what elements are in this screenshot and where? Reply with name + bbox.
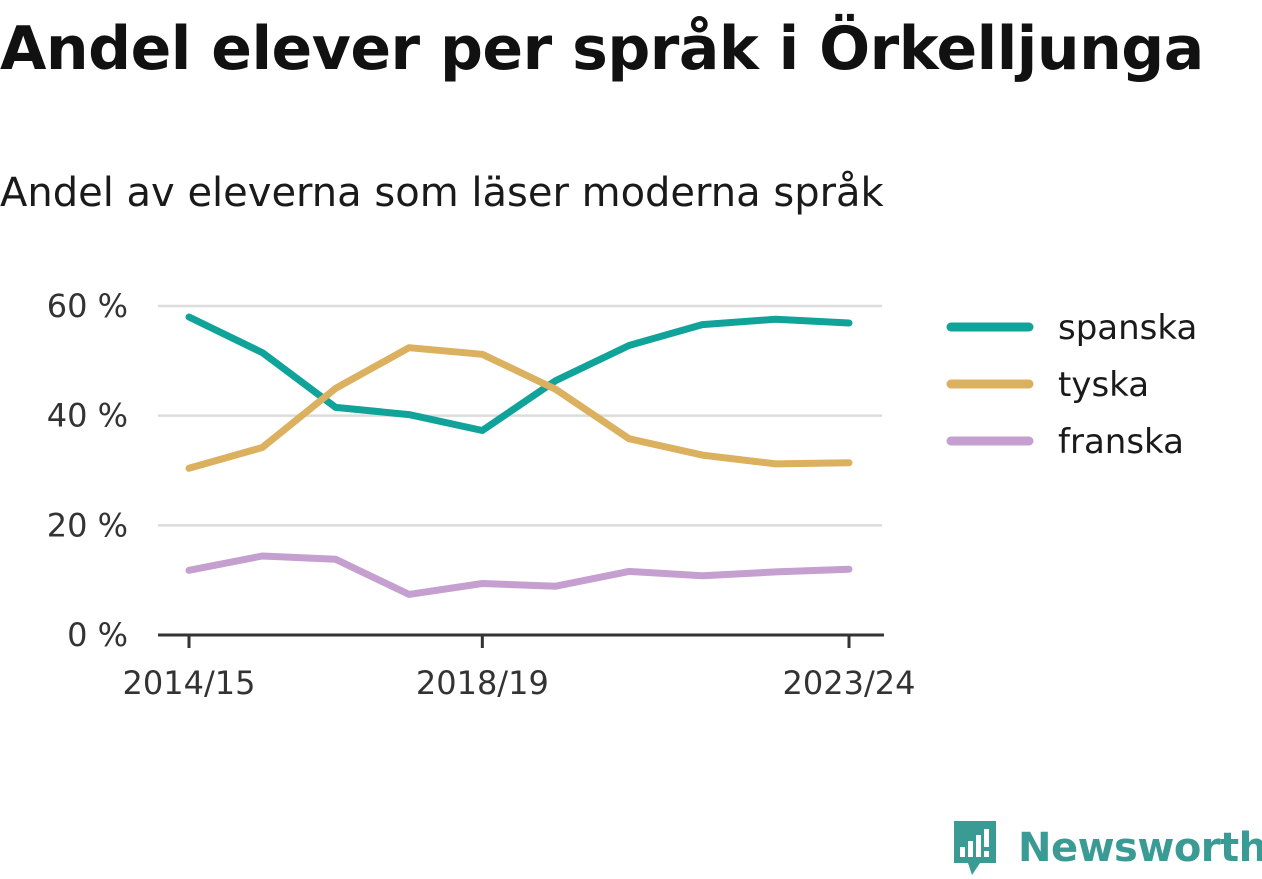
series-line-spanska [185,313,853,434]
series-line-franska [185,552,853,598]
x-tick-label: 2023/24 [783,664,916,702]
brand-logo: Newsworthy [950,818,1262,878]
legend-label-franska: franska [1058,422,1184,462]
y-tick-label: 0 % [67,616,128,654]
x-tick-label: 2018/19 [416,664,549,702]
chart-title: Andel elever per språk i Örkelljunga [0,14,1204,84]
chart-subtitle: Andel av eleverna som läser moderna språ… [0,170,884,216]
y-tick-label: 60 % [47,287,128,325]
y-tick-label: 20 % [47,506,128,544]
newsworthy-logo-icon [954,821,996,875]
y-tick-label: 40 % [47,397,128,435]
series-line-tyska [185,344,853,472]
brand-name: Newsworthy [1018,825,1262,871]
legend-label-tyska: tyska [1058,365,1149,405]
legend-label-spanska: spanska [1058,308,1197,348]
x-tick-label: 2014/15 [123,664,256,702]
